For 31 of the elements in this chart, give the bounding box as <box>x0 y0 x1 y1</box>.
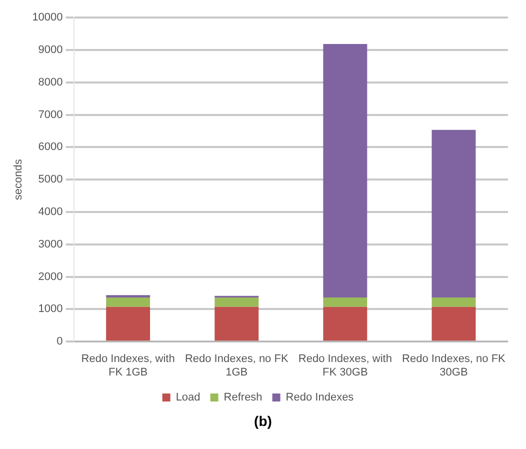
y-tick-label: 7000 <box>38 108 63 121</box>
x-tick-label: Redo Indexes, no FK 30GB <box>402 353 506 378</box>
y-tick-label: 0 <box>56 336 63 348</box>
bar <box>432 298 476 307</box>
bar <box>432 306 476 341</box>
x-tick-label: Redo Indexes, with FK 30GB <box>298 353 392 378</box>
bar <box>323 298 368 307</box>
legend-label: Load <box>176 392 200 404</box>
bar <box>432 130 476 298</box>
y-tick-label: 4000 <box>38 206 63 218</box>
y-tick-label: 6000 <box>38 141 63 154</box>
y-tick-label: 8000 <box>38 76 63 88</box>
y-tick-label: 3000 <box>38 238 63 250</box>
y-tick-label: 1000 <box>38 303 63 316</box>
text: (b) <box>253 413 273 429</box>
legend-label: Redo Indexes <box>286 392 354 404</box>
x-tick-label: Redo Indexes, with FK 1GB <box>81 353 175 378</box>
x-tick-label: Redo Indexes, no FK 1GB <box>184 353 289 378</box>
legend-label: Refresh <box>224 392 262 404</box>
bar <box>214 298 259 307</box>
y-tick-label: 9000 <box>38 44 63 56</box>
bar <box>323 306 368 341</box>
bar <box>214 306 259 341</box>
bar <box>323 44 368 298</box>
bar <box>106 298 150 307</box>
y-tick-label: 5000 <box>38 174 63 186</box>
bar <box>106 295 150 298</box>
y-tick-label: 10000 <box>32 12 63 24</box>
y-axis-title: seconds <box>12 158 25 200</box>
bar <box>106 306 150 341</box>
y-tick-label: 2000 <box>38 270 63 283</box>
